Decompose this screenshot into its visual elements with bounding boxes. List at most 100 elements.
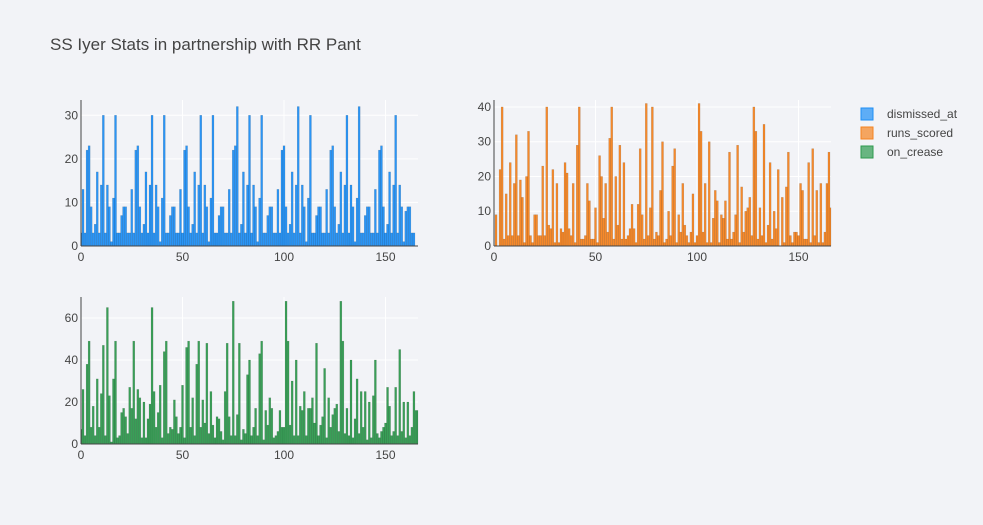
- bar[interactable]: [384, 422, 387, 445]
- bar[interactable]: [592, 238, 595, 247]
- bar[interactable]: [171, 429, 174, 445]
- bar[interactable]: [361, 427, 365, 445]
- bar[interactable]: [400, 206, 403, 247]
- bar[interactable]: [349, 184, 353, 247]
- bar[interactable]: [225, 343, 229, 445]
- bar[interactable]: [297, 435, 300, 445]
- bar[interactable]: [669, 235, 672, 247]
- bar[interactable]: [319, 424, 322, 445]
- bar[interactable]: [299, 232, 302, 247]
- bar[interactable]: [402, 401, 406, 445]
- bar[interactable]: [266, 424, 269, 445]
- bar[interactable]: [353, 418, 357, 445]
- bar[interactable]: [89, 427, 93, 445]
- bar[interactable]: [602, 217, 605, 247]
- bar[interactable]: [260, 115, 263, 247]
- bar[interactable]: [588, 200, 591, 247]
- bar[interactable]: [580, 238, 583, 247]
- bar[interactable]: [559, 228, 563, 247]
- bar[interactable]: [612, 238, 615, 247]
- bar[interactable]: [754, 131, 758, 247]
- bar[interactable]: [768, 162, 772, 247]
- bar[interactable]: [527, 131, 530, 247]
- bar[interactable]: [193, 171, 196, 247]
- bar[interactable]: [209, 391, 213, 445]
- bar[interactable]: [378, 149, 381, 247]
- bar[interactable]: [311, 232, 314, 247]
- bar[interactable]: [707, 141, 711, 247]
- bar[interactable]: [359, 391, 363, 445]
- bar[interactable]: [91, 406, 95, 445]
- bar[interactable]: [163, 115, 166, 247]
- bar[interactable]: [85, 364, 89, 445]
- bar[interactable]: [227, 189, 231, 247]
- bar[interactable]: [177, 433, 180, 445]
- bar[interactable]: [677, 214, 680, 247]
- bar[interactable]: [329, 149, 332, 247]
- bar[interactable]: [801, 190, 804, 247]
- bar[interactable]: [502, 238, 506, 247]
- bar[interactable]: [100, 184, 103, 247]
- bar[interactable]: [122, 408, 125, 445]
- bar[interactable]: [181, 232, 184, 247]
- bar[interactable]: [406, 401, 410, 445]
- bar[interactable]: [783, 242, 786, 247]
- bar[interactable]: [223, 232, 227, 247]
- bar[interactable]: [600, 176, 603, 247]
- bar[interactable]: [368, 401, 371, 445]
- bar[interactable]: [645, 103, 648, 247]
- bar[interactable]: [746, 207, 749, 247]
- bar[interactable]: [710, 242, 713, 247]
- bar[interactable]: [301, 184, 304, 247]
- bar[interactable]: [738, 242, 741, 247]
- bar[interactable]: [390, 435, 393, 445]
- bar[interactable]: [732, 231, 735, 247]
- bar[interactable]: [96, 378, 99, 445]
- bar[interactable]: [699, 131, 703, 247]
- bar[interactable]: [689, 231, 693, 247]
- bar[interactable]: [563, 162, 567, 247]
- bar[interactable]: [114, 340, 117, 445]
- bar[interactable]: [691, 193, 695, 247]
- bar[interactable]: [343, 184, 347, 247]
- bar[interactable]: [264, 232, 267, 247]
- bar[interactable]: [319, 206, 322, 247]
- bar[interactable]: [286, 232, 290, 247]
- bar[interactable]: [134, 149, 138, 247]
- bar[interactable]: [264, 410, 267, 445]
- bar[interactable]: [175, 232, 178, 247]
- bar[interactable]: [221, 206, 225, 247]
- bar[interactable]: [671, 165, 674, 247]
- bar[interactable]: [374, 189, 377, 247]
- bar[interactable]: [138, 397, 142, 445]
- bar[interactable]: [317, 435, 320, 445]
- bar[interactable]: [248, 359, 251, 445]
- bar[interactable]: [221, 439, 225, 445]
- bar[interactable]: [83, 435, 87, 445]
- bar[interactable]: [317, 206, 320, 247]
- bar[interactable]: [742, 231, 745, 247]
- bar[interactable]: [598, 155, 601, 247]
- bar[interactable]: [795, 231, 798, 247]
- bar[interactable]: [410, 427, 414, 445]
- bar[interactable]: [517, 235, 520, 247]
- bar[interactable]: [551, 169, 555, 247]
- bar[interactable]: [305, 241, 308, 247]
- bar[interactable]: [87, 145, 91, 247]
- bar[interactable]: [345, 115, 349, 247]
- bar[interactable]: [561, 231, 565, 247]
- bar[interactable]: [756, 238, 760, 247]
- bar[interactable]: [274, 435, 278, 445]
- bar[interactable]: [171, 206, 174, 247]
- bar[interactable]: [165, 340, 168, 445]
- bar[interactable]: [213, 232, 217, 247]
- bar[interactable]: [132, 340, 135, 445]
- bar[interactable]: [500, 106, 504, 247]
- bar[interactable]: [565, 172, 569, 247]
- bar[interactable]: [242, 171, 245, 247]
- bar[interactable]: [762, 124, 766, 247]
- bar[interactable]: [573, 242, 577, 247]
- bar[interactable]: [244, 433, 247, 445]
- bar[interactable]: [774, 228, 778, 247]
- bar[interactable]: [752, 106, 756, 247]
